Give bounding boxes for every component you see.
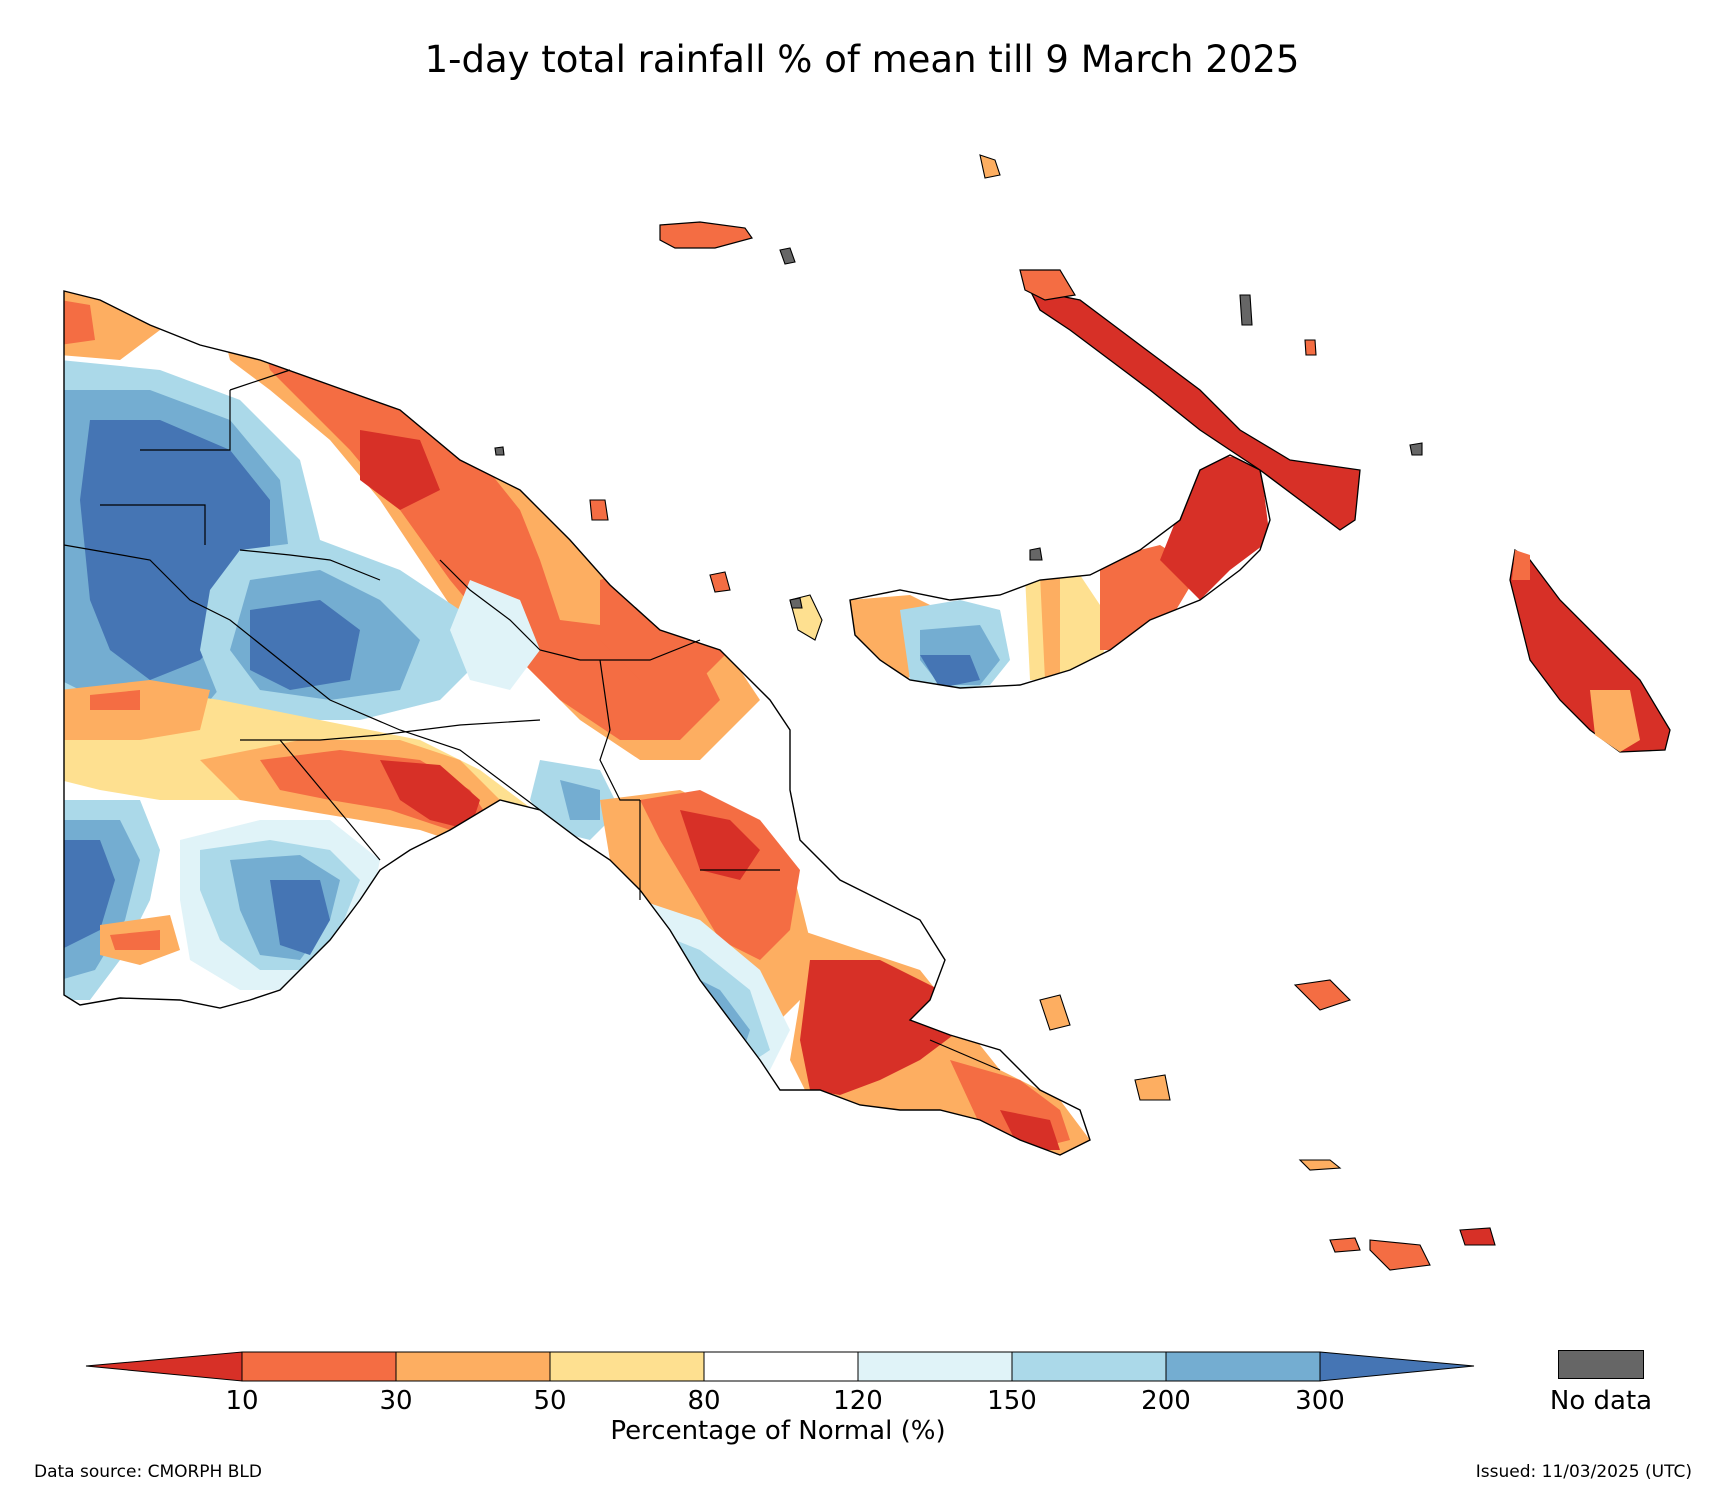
colorbar-tick-label: 10 <box>225 1386 259 1416</box>
colorbar-tick-label: 300 <box>1295 1386 1345 1416</box>
colorbar <box>85 1351 1475 1382</box>
bougainville <box>1509 548 1671 753</box>
colorbar-tick-label: 150 <box>987 1386 1037 1416</box>
manus-island <box>659 221 753 249</box>
no-data-swatch <box>1558 1350 1644 1379</box>
new-hanover <box>1019 269 1076 301</box>
colorbar-tick-label: 120 <box>833 1386 883 1416</box>
issued-date: Issued: 11/03/2025 (UTC) <box>1475 1462 1692 1482</box>
new-britain-coastline <box>849 454 1271 689</box>
small-islands <box>494 154 1496 1271</box>
map-title: 1-day total rainfall % of mean till 9 Ma… <box>424 38 1300 81</box>
data-source: Data source: CMORPH BLD <box>34 1462 262 1482</box>
no-data-label: No data <box>1549 1386 1653 1416</box>
colorbar-tick-label: 50 <box>533 1386 567 1416</box>
new-ireland <box>1028 289 1361 531</box>
colorbar-title: Percentage of Normal (%) <box>610 1416 946 1446</box>
colorbar-tick-label: 30 <box>379 1386 413 1416</box>
colorbar-tick-label: 200 <box>1141 1386 1191 1416</box>
province-boundaries <box>63 369 1001 1071</box>
new-britain-rainfall-field <box>850 455 1270 688</box>
mainland-coastline <box>63 290 1091 1156</box>
colorbar-tick-label: 80 <box>687 1386 721 1416</box>
